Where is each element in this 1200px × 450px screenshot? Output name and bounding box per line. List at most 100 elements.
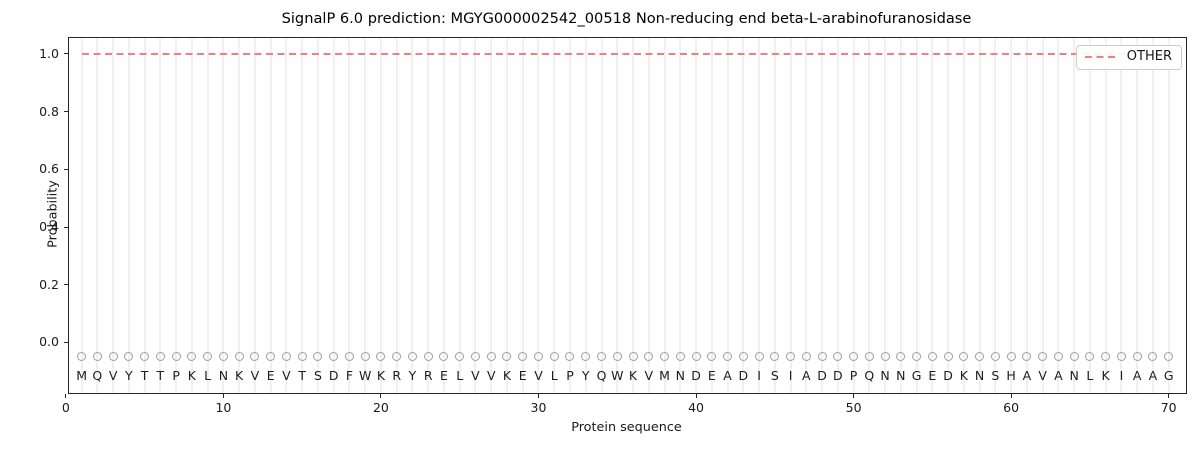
gridline — [821, 38, 824, 393]
residue-letter: N — [974, 367, 985, 383]
x-tick-label: 70 — [1160, 400, 1177, 415]
sequence-marker-circle — [975, 352, 985, 362]
sequence-marker-circle — [1069, 352, 1079, 362]
sequence-marker-circle — [1085, 352, 1095, 362]
sequence-marker-circle — [439, 352, 449, 362]
residue-letter: G — [1163, 367, 1174, 383]
sequence-marker-circle — [644, 352, 654, 362]
residue-letter: N — [880, 367, 890, 383]
residue-letter: S — [991, 367, 1000, 383]
x-tick-mark — [1010, 394, 1012, 398]
residue-letter: A — [1022, 367, 1032, 383]
residue-letter: V — [486, 367, 496, 383]
residue-letter: S — [770, 367, 779, 383]
residue-letter: K — [502, 367, 512, 383]
sequence-marker-circle — [817, 352, 827, 362]
gridline — [1136, 38, 1139, 393]
gridline — [994, 38, 997, 393]
gridline — [1151, 38, 1154, 393]
residue-letter: P — [172, 367, 180, 383]
gridline — [726, 38, 729, 393]
x-tick-mark — [222, 394, 224, 398]
sequence-marker-circle — [344, 352, 354, 362]
gridline — [238, 38, 241, 393]
residue-letter: L — [1086, 367, 1094, 383]
x-tick-label: 50 — [845, 400, 862, 415]
sequence-marker-circle — [187, 352, 197, 362]
gridline — [663, 38, 666, 393]
residue-letter: I — [757, 367, 761, 383]
gridline — [474, 38, 477, 393]
residue-letter: Y — [125, 367, 133, 383]
sequence-marker-circle — [155, 352, 165, 362]
residue-letter: I — [788, 367, 793, 383]
gridline — [1104, 38, 1107, 393]
x-tick-label: 10 — [215, 400, 232, 415]
residue-letter: K — [628, 367, 638, 383]
residue-letter: D — [738, 367, 749, 383]
residue-letter: D — [943, 367, 953, 383]
residue-letter: N — [675, 367, 685, 383]
residue-letter: F — [345, 367, 354, 383]
residue-letter: Y — [581, 367, 590, 383]
residue-letter: M — [76, 367, 87, 383]
x-tick-mark — [380, 394, 382, 398]
y-tick-mark — [64, 226, 68, 228]
sequence-marker-circle — [738, 352, 748, 362]
gridline — [553, 38, 556, 393]
y-tick-mark — [64, 111, 68, 113]
residue-letter: V — [534, 367, 543, 383]
residue-letter: L — [456, 367, 464, 383]
gridline — [301, 38, 304, 393]
sequence-marker-circle — [754, 352, 764, 362]
gridline — [348, 38, 351, 393]
sequence-marker-circle — [1053, 352, 1063, 362]
gridline — [458, 38, 461, 393]
gridline — [442, 38, 445, 393]
x-tick-mark — [65, 394, 67, 398]
x-tick-label: 60 — [1003, 400, 1020, 415]
sequence-marker-circle — [533, 352, 543, 362]
gridline — [96, 38, 99, 393]
x-tick-mark — [537, 394, 539, 398]
sequence-marker-circle — [581, 352, 591, 362]
residue-letter: D — [691, 367, 701, 383]
gridline — [931, 38, 934, 393]
sequence-marker-circle — [597, 352, 606, 362]
residue-letter: H — [1006, 367, 1016, 383]
gridline — [222, 38, 225, 393]
gridline — [805, 38, 808, 393]
legend-dashed-line-icon — [1084, 56, 1119, 59]
residue-letter: E — [266, 367, 275, 383]
gridline — [836, 38, 839, 393]
sequence-marker-circle — [723, 352, 733, 362]
sequence-marker-circle — [92, 352, 102, 362]
gridline — [332, 38, 335, 393]
sequence-marker-circle — [392, 352, 402, 362]
sequence-marker-circle — [675, 352, 685, 362]
gridline — [1073, 38, 1076, 393]
sequence-marker-circle — [959, 352, 969, 362]
sequence-marker-circle — [927, 352, 937, 362]
legend-label: OTHER — [1126, 49, 1172, 64]
residue-letter: G — [911, 367, 922, 383]
y-tick-mark — [64, 341, 68, 343]
residue-letter: V — [644, 367, 654, 383]
gridline — [159, 38, 162, 393]
gridline — [112, 38, 115, 393]
sequence-marker-circle — [171, 352, 181, 362]
gridline — [364, 38, 367, 393]
residue-letter: V — [108, 367, 118, 383]
gridline — [962, 38, 965, 393]
sequence-marker-circle — [660, 352, 670, 362]
y-tick-label: 0.0 — [39, 334, 59, 350]
sequence-marker-circle — [218, 352, 228, 362]
gridline — [1041, 38, 1044, 393]
sequence-marker-circle — [108, 352, 118, 362]
residue-letter: A — [1148, 367, 1158, 383]
residue-letter: V — [1038, 367, 1047, 383]
sequence-marker-circle — [502, 352, 512, 362]
sequence-marker-circle — [423, 352, 433, 362]
gridline — [253, 38, 256, 393]
